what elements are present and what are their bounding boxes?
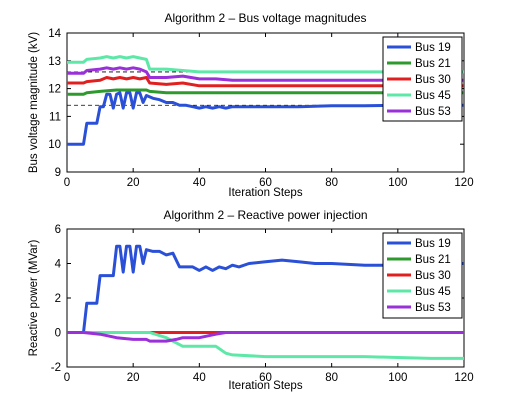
x-tick-label: 0 [64,372,70,384]
y-tick-label: 11 [49,111,61,123]
series-line-bus-45 [67,331,464,360]
x-tick-label: 80 [325,177,338,189]
x-tick-label: 120 [454,177,473,189]
y-tick-label: 9 [55,167,61,179]
legend-label: Bus 30 [415,74,451,86]
y-axis-label-2: Reactive power (MVar) [28,239,40,356]
x-axis-label-2: Iteration Steps [228,380,302,392]
series-line-bus-19 [67,244,464,334]
series-line-bus-19 [67,91,464,146]
y-tick-label: 2 [55,293,61,305]
legend-label: Bus 19 [415,42,451,54]
series-line-bus-30 [67,76,464,88]
x-tick-label: 60 [259,177,272,189]
legend-label: Bus 45 [415,90,451,102]
series-line-bus-53 [67,66,464,82]
y-tick-label: 0 [55,328,61,340]
x-tick-label: 80 [325,372,338,384]
y-tick-label: 13 [48,56,61,68]
x-tick-label: 20 [127,177,140,189]
x-tick-label: 100 [388,177,407,189]
x-tick-label: 100 [388,372,407,384]
x-tick-label: 40 [193,372,206,384]
x-tick-label: 0 [64,177,70,189]
chart-title-1: Algorithm 2 – Bus voltage magnitudes [164,11,366,25]
legend-label: Bus 30 [415,270,451,282]
legend-label: Bus 53 [415,302,451,314]
x-tick-label: 60 [259,372,272,384]
y-tick-label: 12 [48,84,61,96]
legend-label: Bus 45 [415,286,451,298]
legend-label: Bus 19 [415,238,451,250]
y-axis-label-1: Bus voltage magnitude (kV) [28,32,40,173]
x-tick-label: 120 [454,372,473,384]
x-axis-label-1: Iteration Steps [228,187,302,199]
x-tick-label: 40 [193,177,206,189]
legend-label: Bus 21 [415,58,451,70]
series-line-bus-53 [67,331,464,343]
y-tick-label: 4 [55,259,62,271]
chart-title-2: Algorithm 2 – Reactive power injection [163,208,367,222]
y-tick-label: 14 [48,28,61,40]
series-line-bus-21 [67,88,464,96]
y-tick-label: -2 [51,362,61,374]
legend-label: Bus 53 [415,106,451,118]
legend-label: Bus 21 [415,254,451,266]
y-tick-label: 10 [48,139,61,151]
series-line-bus-45 [67,55,464,74]
x-tick-label: 20 [127,372,140,384]
y-tick-label: 6 [55,224,61,236]
